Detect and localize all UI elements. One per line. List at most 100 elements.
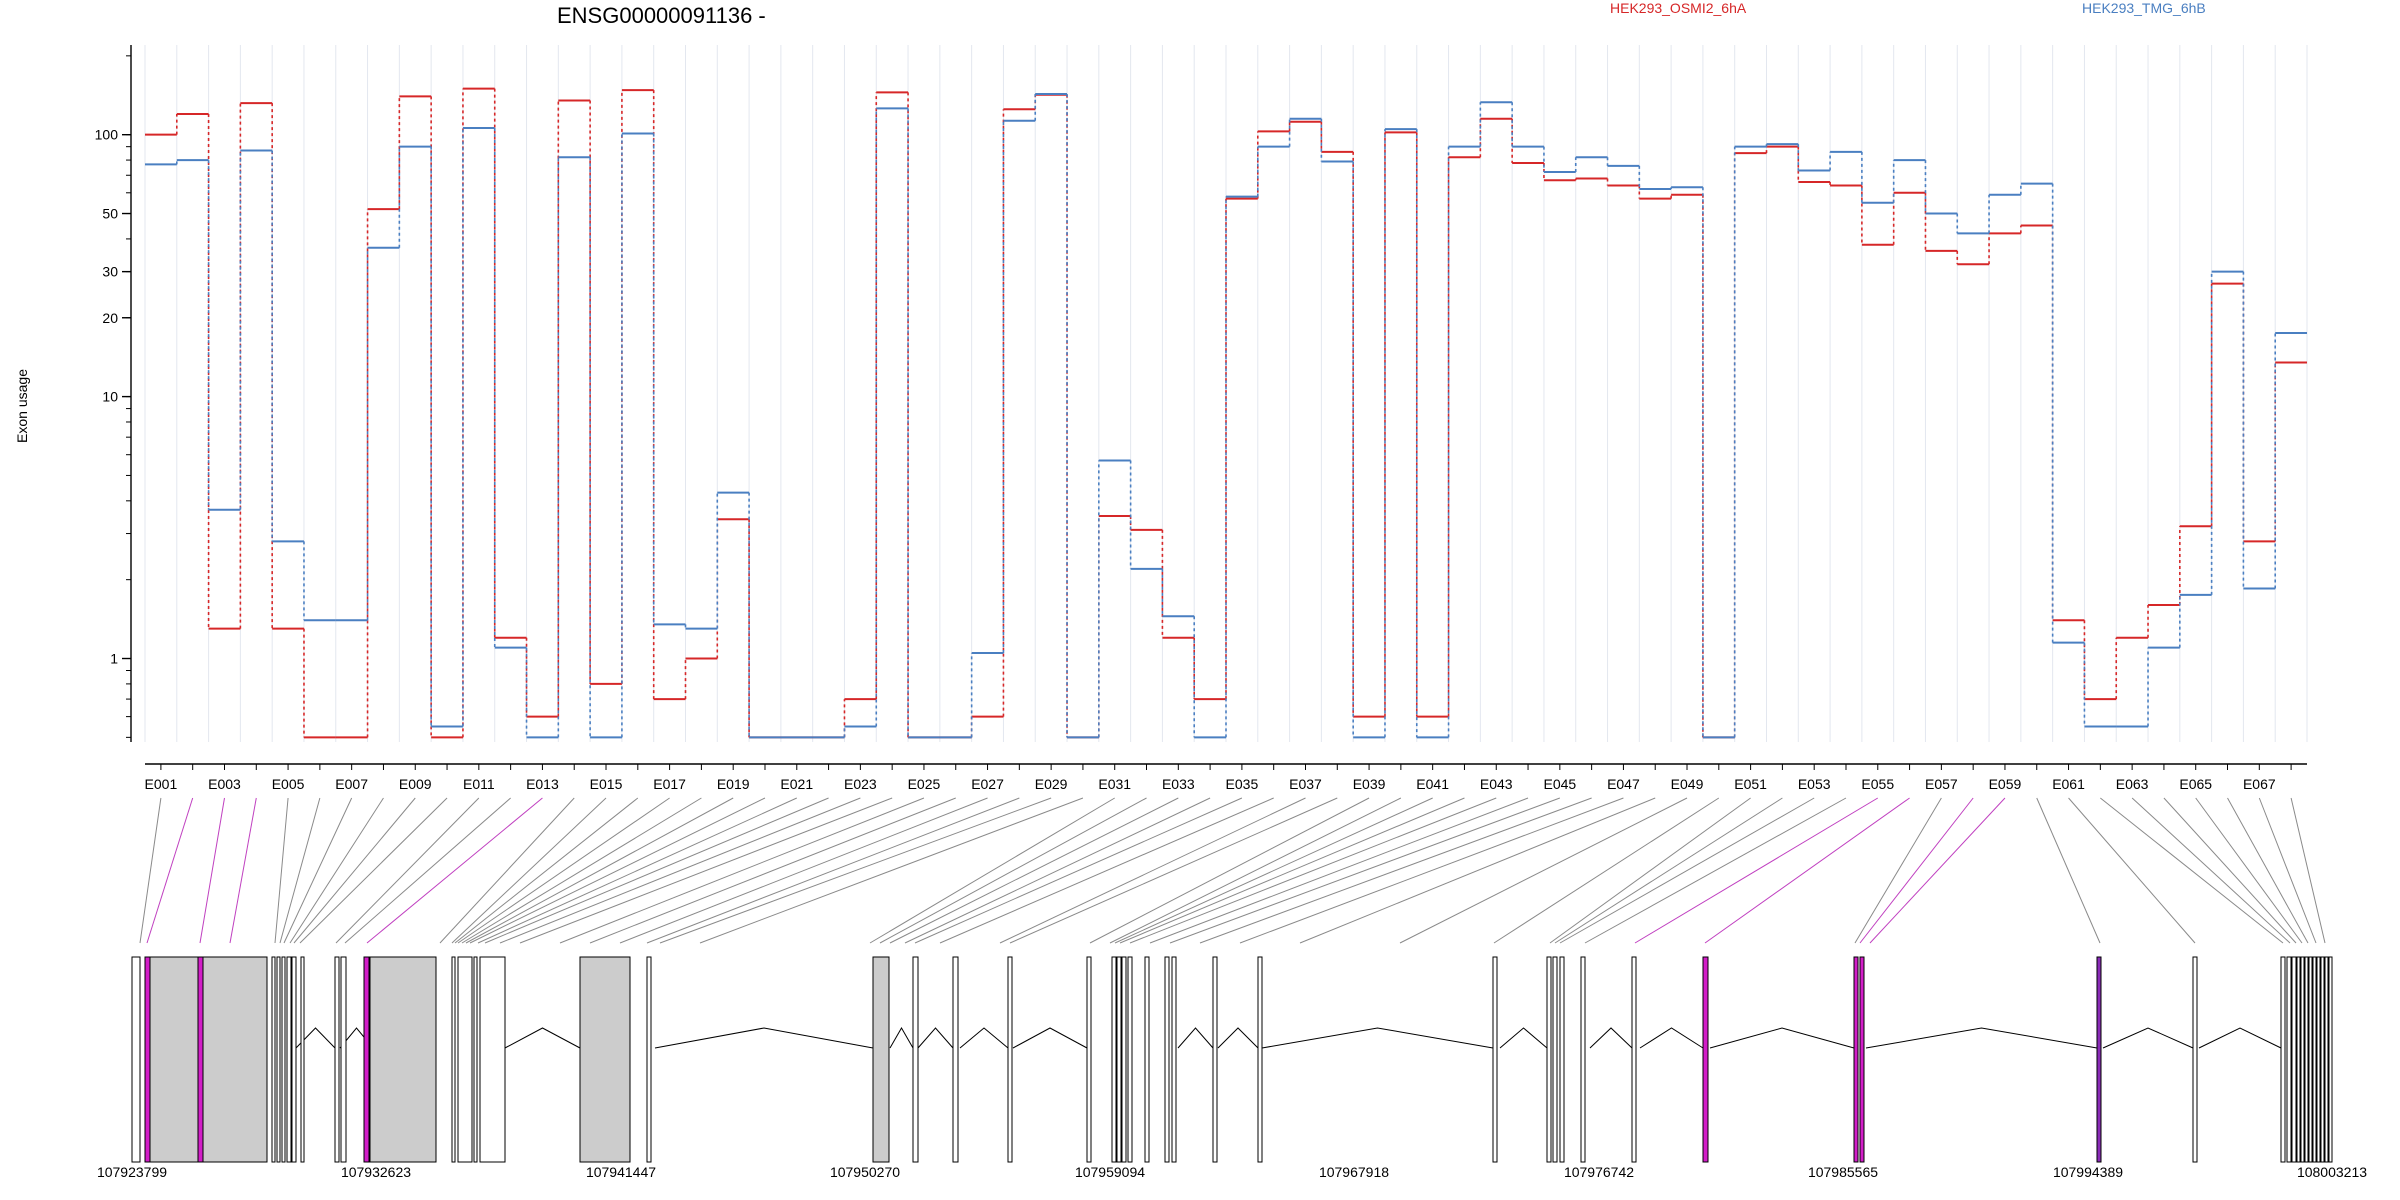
genomic-coordinate-label: 107976742: [1564, 1164, 1634, 1180]
exon-block: [197, 956, 204, 1163]
connector-line: [1129, 797, 1497, 944]
genomic-coordinate-label: 108003213: [2297, 1164, 2367, 1180]
x-tick-label: E017: [653, 776, 686, 792]
exon-block: [1702, 956, 1709, 1163]
exon-block: [2286, 956, 2292, 1163]
series-lines: [145, 87, 2307, 739]
intron-line: [1177, 1027, 1214, 1049]
x-tick-label: E003: [208, 776, 241, 792]
exon-block: [281, 956, 286, 1163]
connector-line: [1169, 797, 1561, 944]
connector-line: [451, 797, 607, 944]
exon-block: [1580, 956, 1586, 1163]
intron-line: [1589, 1027, 1633, 1049]
connector-line: [879, 797, 1147, 944]
connector-line: [1109, 797, 1402, 944]
x-axis: E001 E003 E005 E007 E009 E011 E013 E015 E017 E019…: [145, 763, 2307, 792]
x-tick-label: E051: [1734, 776, 1767, 792]
connector-line: [1559, 797, 1815, 944]
series-2: [145, 93, 2307, 739]
intron-line: [1217, 1027, 1259, 1049]
exon-block: [2096, 956, 2102, 1163]
y-tick-label: 50: [102, 206, 118, 222]
exon-block: [457, 956, 473, 1163]
x-tick-label: E045: [1543, 776, 1576, 792]
genomic-coordinate-label: 107959094: [1075, 1164, 1145, 1180]
x-tick-label: E039: [1353, 776, 1386, 792]
x-tick-label: E041: [1416, 776, 1449, 792]
y-tick-label: 1: [110, 651, 118, 667]
intron-line: [959, 1027, 1009, 1049]
x-tick-label: E005: [272, 776, 305, 792]
intron-line: [889, 1026, 914, 1049]
connector-line: [699, 797, 1084, 944]
exon-block: [300, 956, 305, 1163]
exon-block: [340, 956, 347, 1163]
connector-line: [999, 797, 1306, 944]
connector-line: [1554, 797, 1783, 944]
exon-block: [872, 956, 890, 1163]
connector-line: [469, 797, 766, 944]
exon-block: [1853, 956, 1859, 1163]
y-axis-label: Exon usage: [14, 369, 30, 443]
exon-block: [1492, 956, 1498, 1163]
connector-line: [1119, 797, 1465, 944]
exon-block: [473, 956, 478, 1163]
exon-block: [1007, 956, 1013, 1163]
exon-block: [952, 956, 959, 1163]
intron-line: [1499, 1027, 1548, 1049]
intron-line: [1865, 1027, 2098, 1049]
connector-line: [869, 797, 1115, 944]
genomic-coordinate-label: 107967918: [1319, 1164, 1389, 1180]
x-tick-label: E055: [1861, 776, 1894, 792]
connector-line: [559, 797, 925, 944]
connector-line: [2068, 797, 2196, 944]
x-tick-label: E047: [1607, 776, 1640, 792]
exon-block: [1127, 956, 1133, 1163]
connector-line: [1869, 797, 2006, 944]
x-tick-label: E063: [2116, 776, 2149, 792]
exon-block: [291, 956, 297, 1163]
connector-line: [229, 797, 257, 944]
connector-line: [1149, 797, 1529, 944]
connector-line: [279, 797, 321, 944]
genomic-coordinate-label: 107923799: [97, 1164, 167, 1180]
connector-line: [1859, 797, 1974, 944]
chart-title: ENSG00000091136 -: [557, 3, 766, 28]
x-tick-label: E019: [717, 776, 750, 792]
exon-block: [2320, 956, 2325, 1163]
connector-line: [889, 797, 1179, 944]
connector-line: [2131, 797, 2291, 944]
intron-line: [917, 1027, 954, 1049]
connector-line: [1199, 797, 1592, 944]
connector-line: [274, 797, 289, 944]
intron-line: [1709, 1027, 1855, 1049]
connector-line: [477, 797, 797, 944]
exon-block: [334, 956, 340, 1163]
connector-line: [904, 797, 1211, 944]
gene-model-track: [131, 956, 2333, 1163]
genomic-coordinate-label: 107932623: [341, 1164, 411, 1180]
exon-block: [479, 956, 506, 1163]
connector-line: [659, 797, 1052, 944]
intron-line: [654, 1027, 874, 1049]
x-tick-label: E067: [2243, 776, 2276, 792]
x-tick-label: E027: [971, 776, 1004, 792]
connector-line: [2195, 797, 2303, 944]
connector-line: [146, 797, 194, 944]
connector-line: [2036, 797, 2101, 944]
connector-line: [2227, 797, 2309, 944]
connector-line: [1854, 797, 1942, 944]
x-tick-label: E059: [1989, 776, 2022, 792]
x-tick-label: E057: [1925, 776, 1958, 792]
exon-block: [286, 956, 292, 1163]
connector-line: [2258, 797, 2317, 944]
connector-line: [1009, 797, 1338, 944]
connector-line: [914, 797, 1243, 944]
genomic-coordinate-labels: 107923799 107932623 107941447 107950270 1079…: [97, 1164, 2367, 1180]
exon-block: [2324, 956, 2329, 1163]
connector-line: [1493, 797, 1720, 944]
x-tick-label: E031: [1098, 776, 1131, 792]
exon-block: [2192, 956, 2198, 1163]
x-tick-label: E015: [590, 776, 623, 792]
